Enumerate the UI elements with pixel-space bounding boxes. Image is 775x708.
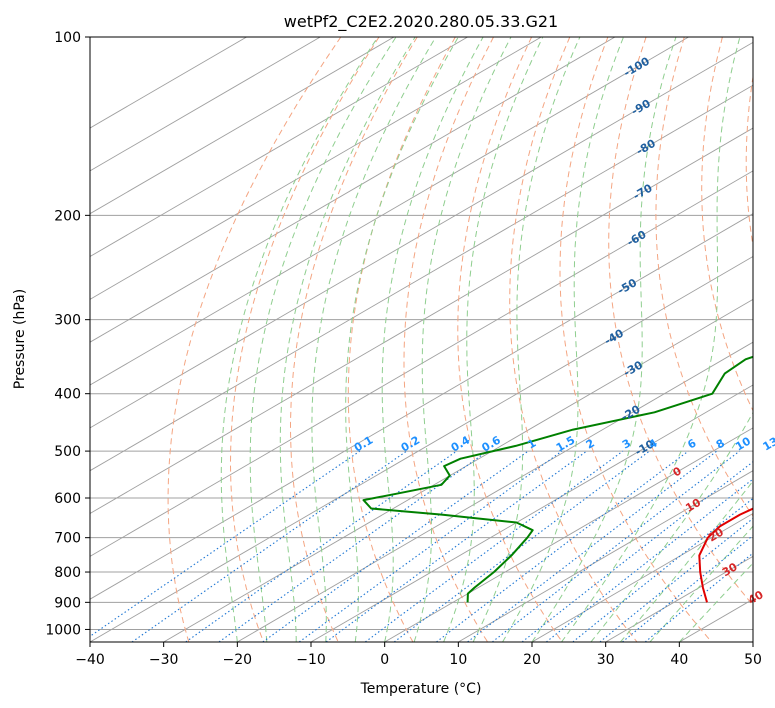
moist-adiabat-line bbox=[620, 480, 753, 642]
axes: −40 −30 −20 −10 0 10 20 30 40 50 100 200 300 400 500 60… bbox=[45, 30, 762, 668]
isotherm-line bbox=[237, 341, 753, 642]
x-tick-label: 0 bbox=[380, 652, 389, 668]
isotherm-line bbox=[90, 127, 753, 515]
x-tick-label: 20 bbox=[523, 652, 541, 668]
dry-adiabat-line bbox=[167, 37, 342, 642]
y-tick-label: 400 bbox=[54, 387, 81, 403]
moist-adiabat-line bbox=[413, 37, 512, 642]
y-tick-label: 100 bbox=[54, 30, 81, 46]
y-tick-label: 600 bbox=[54, 491, 81, 507]
dewpoint-profile-line bbox=[362, 355, 753, 603]
mixing-ratio-line bbox=[622, 534, 753, 642]
x-tick-label: −10 bbox=[296, 652, 326, 668]
mixing-ratio-line bbox=[491, 450, 740, 642]
isotherm-line bbox=[163, 298, 753, 642]
dry-adiabat-line bbox=[457, 37, 563, 642]
x-axis-title: Temperature (°C) bbox=[360, 681, 482, 697]
profile-lines bbox=[362, 355, 753, 603]
chart-title: wetPf2_C2E2.2020.280.05.33.G21 bbox=[284, 12, 558, 32]
isotherm-line bbox=[90, 37, 616, 343]
moist-adiabat-line bbox=[590, 411, 753, 642]
y-tick-label: 200 bbox=[54, 208, 81, 224]
moist-adiabat-line bbox=[472, 37, 581, 642]
isotherm-line bbox=[90, 37, 689, 386]
x-tick-label: −30 bbox=[149, 652, 179, 668]
dry-adiabat-line bbox=[290, 37, 418, 642]
isotherm-line bbox=[90, 37, 468, 258]
mixing-ratio-label: 13 bbox=[761, 435, 775, 454]
isotherm-line bbox=[90, 256, 753, 642]
moist-adiabat-line bbox=[381, 37, 484, 642]
background-lines bbox=[90, 37, 753, 642]
x-tick-label: −40 bbox=[75, 652, 105, 668]
mixing-ratio-line bbox=[436, 450, 689, 642]
mixing-ratio-line bbox=[262, 450, 529, 642]
mixing-ratio-line bbox=[185, 450, 458, 642]
y-tick-label: 900 bbox=[54, 595, 81, 611]
moist-adiabat-line bbox=[311, 37, 437, 642]
y-tick-label: 300 bbox=[54, 313, 81, 329]
isotherm-line bbox=[90, 37, 395, 215]
mixing-ratio-line bbox=[644, 552, 753, 642]
mixing-ratio-line bbox=[218, 450, 488, 642]
y-tick-label: 1000 bbox=[45, 622, 81, 638]
y-tick-label: 800 bbox=[54, 565, 81, 581]
isotherm-line bbox=[384, 427, 753, 642]
y-tick-label: 700 bbox=[54, 531, 81, 547]
isotherm-line bbox=[90, 213, 753, 600]
dry-adiabat-line bbox=[608, 37, 753, 606]
isotherm-line bbox=[90, 170, 753, 557]
plot-background bbox=[90, 37, 753, 642]
isotherm-line bbox=[90, 84, 753, 472]
x-tick-label: −20 bbox=[223, 652, 253, 668]
mixing-ratio-line bbox=[298, 450, 563, 642]
mixing-ratio-line bbox=[599, 517, 753, 642]
dry-adiabat-line bbox=[347, 37, 456, 642]
isotherm-line bbox=[90, 37, 542, 300]
mixing-ratio-line bbox=[90, 450, 361, 638]
mixing-ratio-line bbox=[572, 497, 753, 642]
isotherm-line bbox=[752, 641, 753, 642]
x-tick-label: 50 bbox=[744, 652, 762, 668]
mixing-ratio-line bbox=[131, 450, 408, 642]
moist-adiabat-line bbox=[443, 37, 544, 642]
y-tick-label: 500 bbox=[54, 444, 81, 460]
isotherm-line bbox=[90, 41, 753, 429]
moist-adiabat-line bbox=[279, 37, 416, 642]
x-tick-label: 30 bbox=[597, 652, 615, 668]
y-axis-title: Pressure (hPa) bbox=[12, 289, 28, 389]
dry-adiabat-line bbox=[230, 37, 380, 642]
moist-adiabat-line bbox=[561, 37, 741, 642]
isotherm-line bbox=[310, 384, 753, 642]
dry-adiabat-line bbox=[509, 37, 638, 642]
plot-frame bbox=[89, 36, 754, 643]
x-tick-label: 10 bbox=[449, 652, 467, 668]
temperature-profile-line bbox=[698, 507, 753, 603]
mixing-ratio-line bbox=[325, 450, 588, 642]
isotherm-line bbox=[90, 37, 321, 172]
dry-adiabat-line bbox=[559, 37, 713, 642]
moist-adiabat-line bbox=[249, 37, 397, 642]
moist-adiabat-line bbox=[345, 37, 459, 642]
moist-adiabat-line bbox=[220, 37, 379, 642]
x-tick-label: 40 bbox=[670, 652, 688, 668]
